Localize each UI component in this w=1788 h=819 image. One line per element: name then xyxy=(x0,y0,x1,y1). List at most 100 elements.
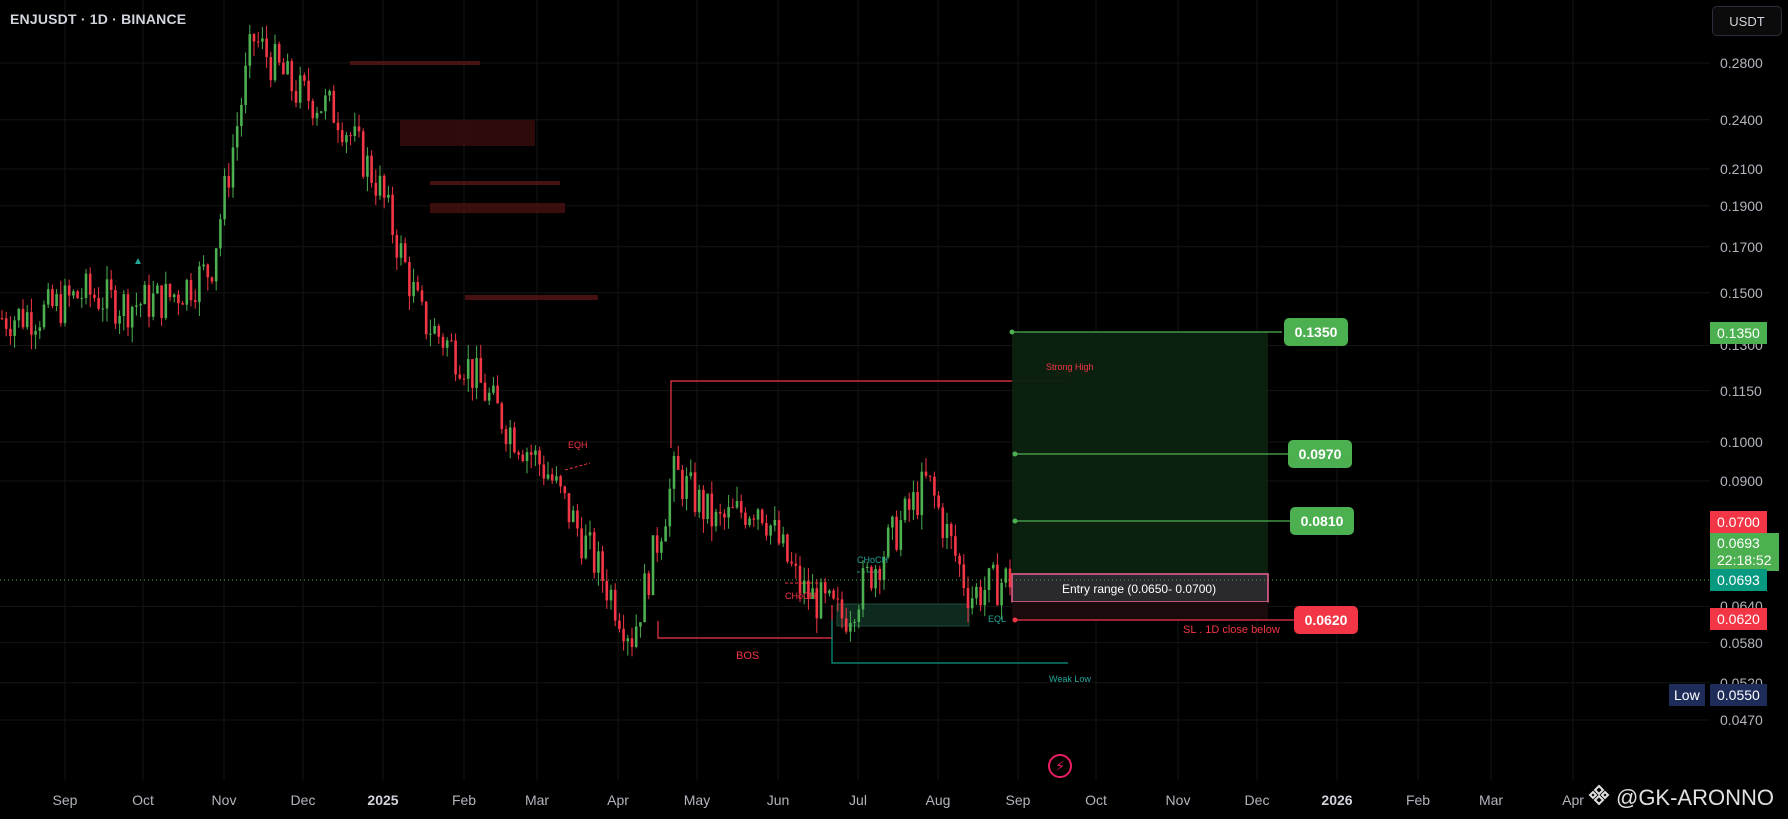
candle-body xyxy=(298,75,302,103)
candle-body xyxy=(693,472,697,513)
candle-body xyxy=(357,126,361,132)
candle-body xyxy=(139,304,142,306)
stop-loss-badge[interactable]: 0.0620 xyxy=(1294,606,1358,634)
candles xyxy=(0,24,1012,657)
candle-body xyxy=(844,618,848,632)
candle-body xyxy=(479,358,483,383)
weak-low-line xyxy=(831,620,1068,664)
loss-zone xyxy=(1012,602,1268,620)
time-tick-label: Sep xyxy=(52,792,78,808)
candle-body xyxy=(588,532,592,536)
chart-pane[interactable] xyxy=(0,0,1710,780)
candle-body xyxy=(311,100,315,119)
candle-body xyxy=(1004,568,1008,583)
candle-body xyxy=(895,516,898,550)
eqh-label: EQH xyxy=(568,440,588,450)
candle-body xyxy=(689,472,693,477)
candle-body xyxy=(550,474,554,481)
time-tick-label: Jul xyxy=(849,792,867,808)
candle-body xyxy=(655,535,659,553)
candle-body xyxy=(353,126,357,137)
candle-body xyxy=(378,175,382,196)
time-tick-label: Feb xyxy=(1405,792,1431,808)
candle-body xyxy=(51,289,54,306)
candle-body xyxy=(634,626,638,647)
target3-badge[interactable]: 0.1350 xyxy=(1284,318,1348,346)
candle-body xyxy=(542,464,546,479)
candle-body xyxy=(697,489,701,513)
candle-body xyxy=(525,452,529,461)
target1-badge[interactable]: 0.0810 xyxy=(1290,507,1354,535)
candle-body xyxy=(370,155,373,183)
candle-body xyxy=(605,580,609,601)
target2-badge[interactable]: 0.0970 xyxy=(1288,440,1352,468)
target2-handle[interactable] xyxy=(1012,451,1018,457)
candle-body xyxy=(315,112,319,119)
candle-body xyxy=(597,551,600,573)
position-tool[interactable] xyxy=(1009,329,1295,623)
candle-body xyxy=(42,304,46,328)
candle-body xyxy=(975,586,978,599)
candle-body xyxy=(777,519,781,544)
candle-body xyxy=(970,598,974,609)
candle-body xyxy=(828,590,831,594)
candle-body xyxy=(903,498,907,521)
candle-body xyxy=(832,590,835,599)
candle-body xyxy=(46,289,50,305)
stop-loss-handle[interactable] xyxy=(1012,617,1018,623)
candle-body xyxy=(273,44,277,81)
target1-handle[interactable] xyxy=(1012,518,1018,524)
candle-body xyxy=(244,65,247,106)
candle-body xyxy=(458,374,462,379)
candle-body xyxy=(172,294,176,298)
candle-body xyxy=(93,294,96,298)
candle-body xyxy=(235,126,239,148)
candle-body xyxy=(748,518,751,525)
candle-body xyxy=(928,475,932,477)
price-axis[interactable] xyxy=(1710,0,1788,780)
candle-body xyxy=(601,551,604,581)
last-price-value: 0.0693 xyxy=(1717,535,1760,551)
candle-body xyxy=(504,429,508,445)
candle-body xyxy=(546,474,550,479)
candle-body xyxy=(231,147,235,188)
symbol-title[interactable]: ENJUSDT · 1D · BINANCE xyxy=(10,11,187,27)
time-tick-label: 2025 xyxy=(367,792,399,808)
candle-body xyxy=(962,564,966,588)
candle-body xyxy=(916,492,919,516)
candle-body xyxy=(277,44,281,63)
target3-handle[interactable] xyxy=(1009,329,1015,335)
candle-body xyxy=(983,589,987,606)
candle-body xyxy=(130,306,134,328)
candle-body xyxy=(647,573,651,595)
candle-body xyxy=(870,566,873,589)
candle-body xyxy=(361,131,365,177)
candle-body xyxy=(555,476,558,481)
candle-body xyxy=(328,90,331,96)
currency-button[interactable]: USDT xyxy=(1712,6,1782,36)
candle-body xyxy=(156,285,159,294)
smc-annotations xyxy=(350,61,1068,664)
time-tick-label: Mar xyxy=(524,792,550,808)
candle-body xyxy=(38,327,42,331)
time-axis[interactable]: Sep Oct Nov Dec 2025 Feb Mar Apr May Jun Jul Aug Sep… xyxy=(0,780,1710,819)
candle-body xyxy=(907,498,911,510)
stop-loss-note: SL . 1D close below xyxy=(1183,624,1280,636)
candle-body xyxy=(626,638,630,642)
candle-body xyxy=(991,564,995,569)
candle-body xyxy=(744,512,747,525)
price-tick-label: 0.2800 xyxy=(1720,55,1763,71)
candle-body xyxy=(223,175,226,220)
candle-body xyxy=(949,524,953,537)
candle-body xyxy=(382,175,386,198)
candle-body xyxy=(706,493,709,520)
candle-body xyxy=(177,294,180,304)
candle-body xyxy=(387,194,390,198)
lightning-icon[interactable]: ⚡ xyxy=(1048,754,1072,778)
candle-body xyxy=(912,492,915,510)
candle-body xyxy=(219,219,222,249)
candle-body xyxy=(966,587,970,609)
mark-price-tag: 0.0693 xyxy=(1710,569,1767,591)
candle-body xyxy=(714,511,718,527)
time-tick-label: Dec xyxy=(290,792,316,808)
